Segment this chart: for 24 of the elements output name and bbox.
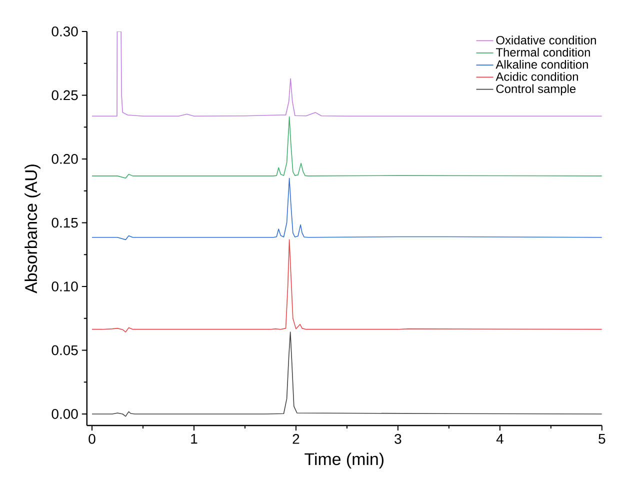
legend-label: Alkaline condition bbox=[496, 60, 588, 69]
x-tick-label: 4 bbox=[496, 434, 504, 444]
x-tick-label: 1 bbox=[191, 434, 198, 444]
x-tick-label: 0 bbox=[88, 434, 96, 444]
x-axis-title: Time (min) bbox=[304, 452, 384, 468]
line-series bbox=[92, 332, 602, 417]
x-tick-label: 3 bbox=[394, 434, 402, 444]
line-series bbox=[92, 116, 602, 179]
x-tick-label: 2 bbox=[292, 434, 300, 444]
y-axis-title: Absorbance (AU) bbox=[24, 164, 40, 294]
legend-label: Thermal condition bbox=[496, 48, 590, 57]
legend-label: Acidic condition bbox=[496, 72, 578, 81]
y-tick-label: 0.05 bbox=[52, 345, 78, 356]
line-series bbox=[92, 239, 602, 332]
y-tick-label: 0.20 bbox=[52, 154, 78, 164]
y-tick-label: 0.00 bbox=[52, 409, 78, 419]
legend-label: Control sample bbox=[496, 84, 576, 96]
legend-label: Oxidative condition bbox=[496, 36, 596, 44]
x-tick-label: 5 bbox=[598, 434, 606, 444]
y-tick-label: 0.15 bbox=[52, 218, 78, 228]
y-tick-label: 0.25 bbox=[52, 90, 78, 100]
y-tick-label: 0.10 bbox=[52, 282, 78, 292]
y-tick-label: 0.30 bbox=[52, 26, 78, 36]
line-series bbox=[92, 178, 602, 240]
